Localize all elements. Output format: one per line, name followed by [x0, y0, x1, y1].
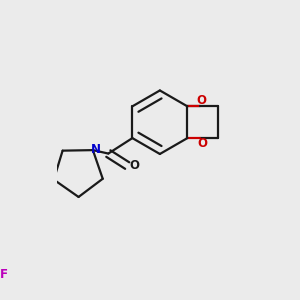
- Text: O: O: [129, 159, 139, 172]
- Text: O: O: [196, 94, 206, 107]
- Text: O: O: [198, 137, 208, 150]
- Text: N: N: [91, 143, 101, 156]
- Text: F: F: [0, 268, 8, 281]
